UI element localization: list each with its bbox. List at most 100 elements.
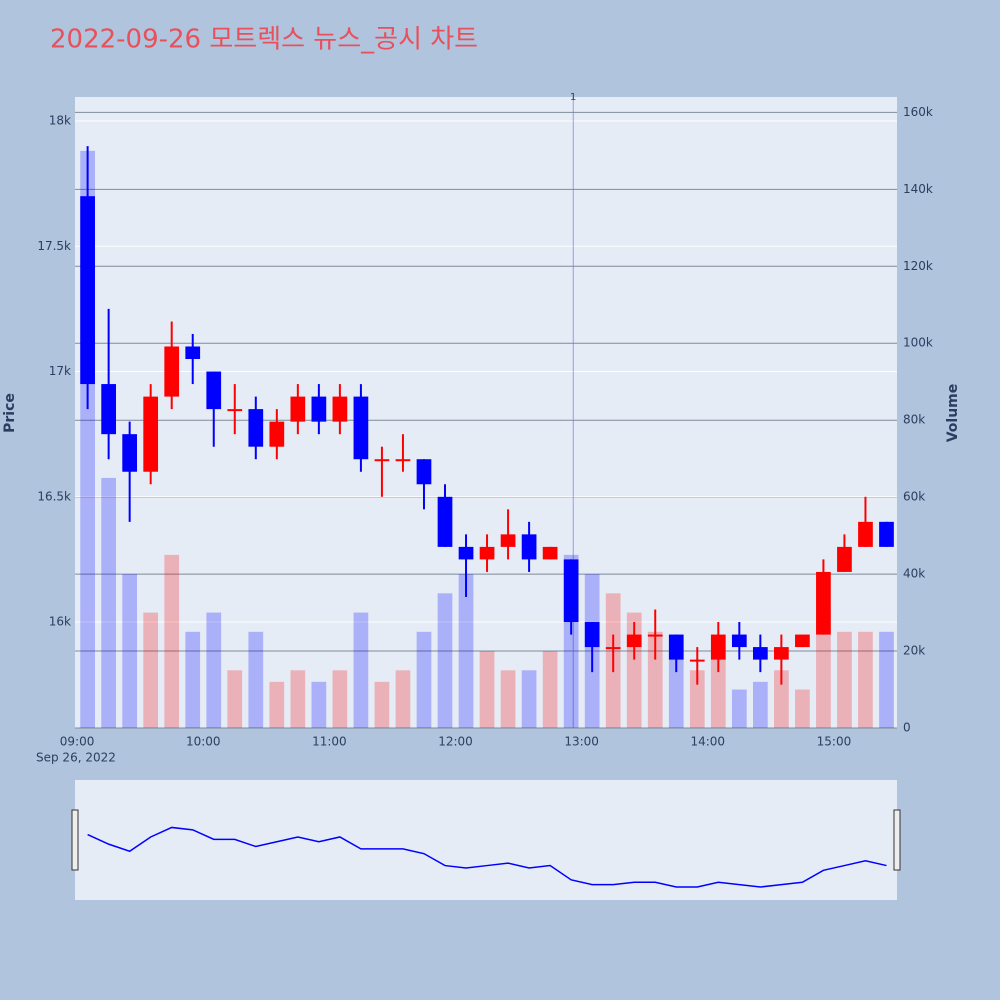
x-tick-label: 10:00 <box>186 735 221 749</box>
y2-axis-title: Volume <box>945 384 961 443</box>
candle-body <box>605 647 621 650</box>
y-axis-title: Price <box>2 393 18 433</box>
y2-tick-label: 120k <box>903 259 933 273</box>
volume-bar <box>816 612 831 728</box>
slider-line <box>87 826 887 888</box>
y-tick-label: 17.5k <box>37 239 71 253</box>
candle-body <box>542 546 558 560</box>
y2-tick-label: 100k <box>903 336 933 350</box>
volume-bar <box>458 574 474 728</box>
y2-tick-label: 140k <box>903 182 933 196</box>
chart-title: 2022-09-26 모트렉스 뉴스_공시 차트 <box>50 25 478 55</box>
volume-bar <box>206 612 222 728</box>
candle-body <box>668 634 684 660</box>
volume-bar <box>879 631 894 728</box>
candle-body <box>479 546 495 560</box>
y2-tick-label: 0 <box>903 721 911 735</box>
x-tick-label: 13:00 <box>564 735 599 749</box>
volume-bar <box>479 651 495 728</box>
candle-body <box>458 546 474 560</box>
volume-bar <box>752 681 768 728</box>
candle-body <box>311 396 327 422</box>
plot-area <box>75 97 897 728</box>
x-tick-label: 14:00 <box>690 735 725 749</box>
y-tick-label: 17k <box>49 364 71 378</box>
candle-body <box>837 546 852 572</box>
candle-body <box>353 396 369 460</box>
candle-body <box>248 409 264 447</box>
volume-bar <box>647 631 663 728</box>
candle-body <box>269 421 285 447</box>
volume-bar <box>710 651 726 728</box>
candle-body <box>101 384 116 435</box>
volume-bar <box>164 554 180 728</box>
candle-body <box>227 409 243 412</box>
candle-body <box>164 346 180 397</box>
slider-handle[interactable] <box>893 809 901 871</box>
x-date-label: Sep 26, 2022 <box>36 751 116 765</box>
candle-body <box>500 534 516 547</box>
candle-body <box>858 521 873 547</box>
y2-tick-label: 20k <box>903 644 925 658</box>
volume-bar <box>185 631 201 728</box>
candle-body <box>416 459 432 485</box>
volume-bar <box>395 670 411 728</box>
candle-body <box>879 521 894 547</box>
volume-bar <box>374 681 390 728</box>
range-slider[interactable] <box>75 780 897 900</box>
volume-bar <box>795 689 810 728</box>
candle-body <box>185 346 201 360</box>
volume-bar <box>416 631 432 728</box>
candle-body <box>584 622 600 648</box>
volume-bar <box>353 612 369 728</box>
x-tick-label: 09:00 <box>60 735 95 749</box>
volume-bar <box>774 670 789 728</box>
candle-body <box>752 647 768 660</box>
volume-bar <box>668 651 684 728</box>
volume-bar <box>248 631 264 728</box>
volume-bar <box>542 651 558 728</box>
candle-body <box>521 534 537 560</box>
volume-bar <box>858 631 873 728</box>
candle-body <box>122 434 138 472</box>
volume-bar <box>311 681 327 728</box>
candle-body <box>206 371 222 410</box>
candle-body <box>731 634 747 648</box>
volume-bar <box>437 593 453 728</box>
y2-tick-label: 80k <box>903 413 925 427</box>
y-tick-label: 18k <box>49 114 71 128</box>
candle-body <box>395 459 411 462</box>
y2-tick-label: 40k <box>903 567 925 581</box>
y-tick-label: 16k <box>49 615 71 629</box>
candle-body <box>626 634 642 648</box>
candle-body <box>647 634 663 637</box>
candle-body <box>80 196 95 385</box>
volume-bar <box>269 681 285 728</box>
y2-tick-label: 160k <box>903 105 933 119</box>
volume-bar <box>731 689 747 728</box>
volume-bar <box>689 670 705 728</box>
volume-bar <box>101 477 116 728</box>
y2-tick-label: 60k <box>903 490 925 504</box>
x-tick-label: 15:00 <box>817 735 852 749</box>
volume-bar <box>143 612 159 728</box>
candle-body <box>290 396 306 422</box>
slider-handle[interactable] <box>71 809 79 871</box>
volume-bar <box>227 670 243 728</box>
candle-body <box>795 634 810 648</box>
volume-bar <box>837 631 852 728</box>
x-tick-label: 11:00 <box>312 735 347 749</box>
volume-bar <box>332 670 348 728</box>
volume-bar <box>521 670 537 728</box>
candle-body <box>689 659 705 662</box>
volume-bar <box>290 670 306 728</box>
candle-body <box>332 396 348 422</box>
candle-body <box>710 634 726 660</box>
volume-bar <box>122 574 138 728</box>
annotation-label: 1 <box>570 92 576 103</box>
x-tick-label: 12:00 <box>438 735 473 749</box>
candle-body <box>774 647 789 660</box>
candle-body <box>437 496 453 547</box>
candle-body <box>374 459 390 462</box>
